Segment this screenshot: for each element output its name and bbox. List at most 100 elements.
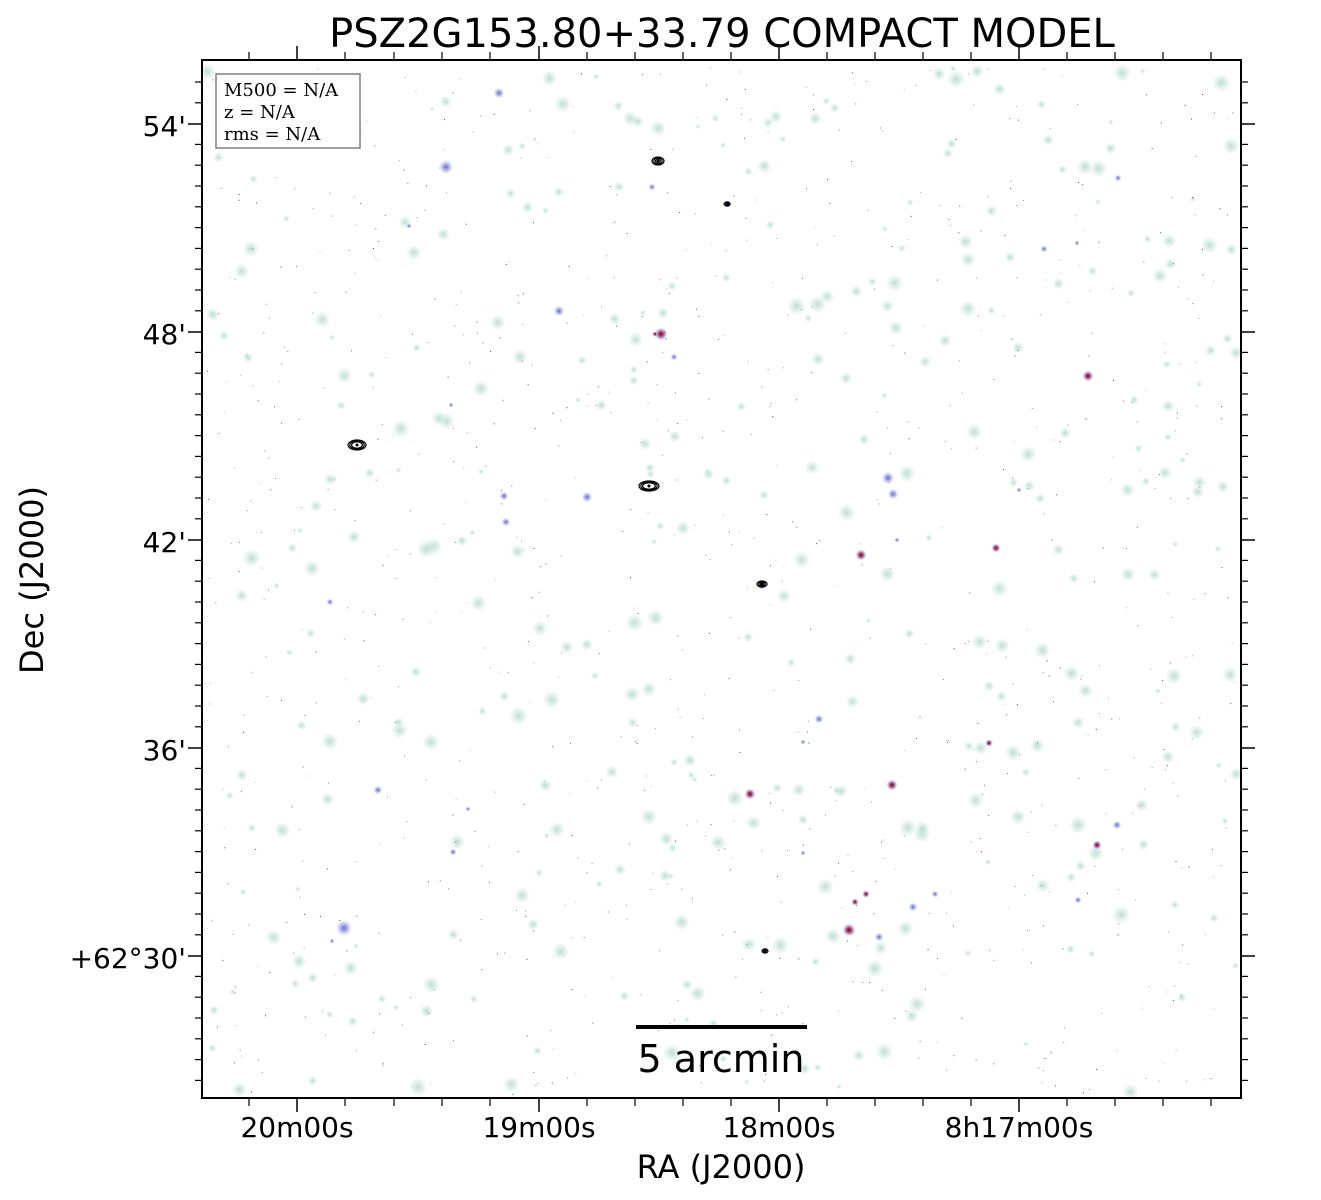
noise-speckle [834,875,836,877]
noise-speckle [570,743,572,744]
faint-source [247,823,257,833]
noise-speckle [402,618,404,620]
noise-speckle [780,901,782,903]
noise-speckle [463,467,465,469]
noise-speckle [718,849,720,851]
faint-source [1231,961,1240,970]
faint-source [683,1016,691,1023]
noise-speckle [841,908,843,909]
noise-speckle [538,591,540,593]
noise-speckle [890,453,892,455]
noise-speckle [438,167,440,169]
faint-source [983,680,995,692]
noise-speckle [1225,780,1227,782]
faint-source [1087,265,1098,277]
noise-speckle [1143,261,1145,263]
noise-speckle [1117,934,1119,936]
noise-speckle [425,185,427,187]
noise-speckle [597,386,599,388]
noise-speckle [878,503,880,505]
faint-source [832,786,841,795]
faint-source [243,352,250,359]
noise-speckle [1231,642,1233,644]
noise-speckle [1059,667,1061,669]
noise-speckle [521,540,522,542]
faint-source [320,792,335,807]
faint-source [219,330,229,341]
noise-speckle [566,322,568,324]
noise-speckle [776,1014,778,1016]
noise-speckle [1049,128,1051,130]
noise-speckle [865,788,867,789]
faint-source [914,820,931,837]
medium-source [1074,896,1082,904]
medium-source [881,471,895,485]
noise-speckle [526,1035,528,1037]
noise-speckle [467,602,469,604]
noise-speckle [722,514,724,516]
noise-speckle [1167,592,1169,594]
info-box-line-3: rms = N/A [224,124,321,145]
noise-speckle [521,360,523,362]
faint-source [994,637,1011,654]
noise-speckle [574,477,576,479]
noise-speckle [943,679,944,681]
noise-speckle [211,919,212,921]
noise-speckle [760,1010,762,1012]
faint-source [680,978,694,991]
faint-source [1152,267,1169,284]
faint-source [1221,136,1241,155]
faint-source [971,633,988,651]
noise-speckle [975,1059,977,1061]
noise-speckle [523,803,525,805]
noise-speckle [1027,831,1029,833]
noise-speckle [969,592,971,594]
medium-source [887,488,899,500]
noise-speckle [379,844,381,846]
noise-speckle [614,221,616,223]
noise-speckle [1112,456,1114,458]
noise-speckle [481,969,483,971]
faint-source [273,821,292,840]
noise-speckle [987,196,989,198]
noise-speckle [644,789,646,791]
noise-speckle [838,862,839,864]
faint-source [1121,1083,1140,1098]
noise-speckle [910,215,912,217]
noise-speckle [626,918,628,920]
medium-source [501,517,511,527]
noise-speckle [724,848,726,850]
noise-speckle [498,671,500,673]
noise-speckle [717,338,719,340]
noise-speckle [659,279,661,281]
noise-speckle [869,637,871,639]
noise-speckle [787,314,789,316]
noise-speckle [889,568,891,570]
noise-speckle [937,957,939,959]
noise-speckle [558,445,560,447]
noise-speckle [553,955,555,957]
noise-speckle [493,113,495,115]
noise-speckle [234,278,236,280]
noise-speckle [881,130,883,132]
noise-speckle [662,352,664,354]
noise-speckle [737,1062,738,1064]
medium-source [894,537,900,543]
faint-source [675,520,691,536]
noise-speckle [1013,441,1015,443]
noise-speckle [637,613,639,614]
faint-source [551,942,571,961]
noise-speckle [264,450,266,452]
noise-speckle [1162,1062,1164,1064]
noise-speckle [809,828,811,830]
noise-speckle [636,724,638,726]
noise-speckle [903,835,905,837]
faint-source [631,114,645,128]
noise-speckle [472,131,474,133]
noise-speckle [222,959,224,961]
noise-speckle [773,690,775,692]
noise-speckle [281,422,283,424]
faint-source [489,314,506,331]
noise-speckle [406,821,408,823]
noise-speckle [235,1024,237,1026]
